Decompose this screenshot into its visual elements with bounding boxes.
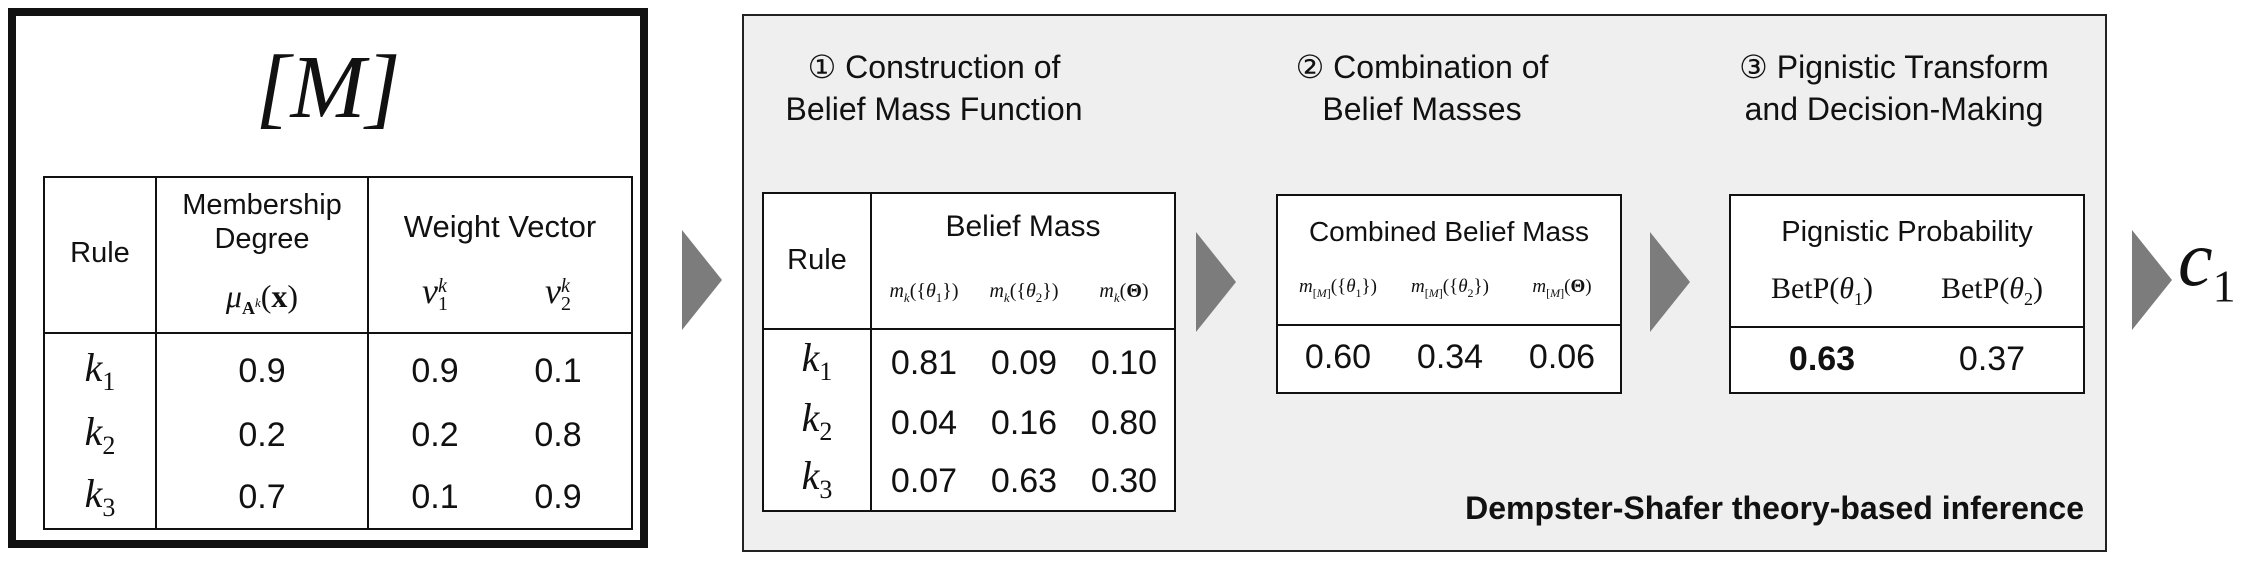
combined-mass-value: 0.34 [1416,338,1484,376]
stage2-title: ② Combination of Belief Masses [1252,46,1592,130]
header-combined-belief-mass: Combined Belief Mass [1308,216,1590,247]
header-mM-theta2: m[M]({θ2}) [1411,276,1489,300]
stage1-title-line1: ① Construction of [807,49,1061,85]
header-m-theta2: mk({θ2}) [989,280,1059,305]
rule-label: k3 [801,453,833,504]
header-membership-line2: Degree [214,223,310,255]
header-m-Theta: mk(Θ) [1099,280,1149,305]
header-membership-line1: Membership [182,189,342,221]
mass-value: 0.16 [990,404,1058,442]
membership-value: 0.7 [238,478,286,516]
betp-value: 0.37 [1958,340,2026,378]
betp-value-max: 0.63 [1788,340,1856,378]
combined-mass-value: 0.06 [1528,338,1596,376]
table-divider [1278,324,1620,326]
table-divider [45,332,631,334]
stage2-title-line1: ② Combination of [1295,49,1549,85]
rule-label: k3 [84,471,116,522]
rule-label: k2 [801,395,833,446]
membership-value: 0.2 [238,416,286,454]
rule-label: k1 [84,345,116,396]
ds-footer-label: Dempster-Shafer theory-based inference [1465,490,2084,526]
stage3-title-line1: ③ Pignistic Transform [1739,49,2049,85]
mass-value: 0.04 [890,404,958,442]
table-divider [155,178,157,528]
mass-value: 0.10 [1090,344,1158,382]
belief-mass-table: Rule Belief Mass mk({θ1}) mk({θ2}) mk(Θ)… [762,192,1176,512]
stage2-title-line2: Belief Masses [1322,91,1522,127]
header-membership-symbol: μAk(x) [225,278,299,319]
table-divider [764,328,1174,330]
membership-value: 0.9 [238,352,286,390]
table-divider [870,194,872,510]
header-mM-Theta: m[M](Θ) [1532,276,1592,300]
flow-arrow-icon [2132,230,2172,330]
stage1-title-line2: Belief Mass Function [785,91,1083,127]
header-pignistic-probability: Pignistic Probability [1781,216,2033,248]
weight-v2-value: 0.1 [534,352,582,390]
stage3-title-line2: and Decision-Making [1744,91,2044,127]
header-betp-theta2: BetP(θ2) [1940,272,2044,309]
combined-mass-value: 0.60 [1304,338,1372,376]
weight-v2-value: 0.9 [534,478,582,516]
model-title: [M] [255,38,401,137]
weight-v1-value: 0.9 [411,352,459,390]
weight-v2-value: 0.8 [534,416,582,454]
model-box: [M] Rule Membership Degree μAk(x) Weight… [8,8,648,548]
mass-value: 0.30 [1090,462,1158,500]
weight-v1-value: 0.2 [411,416,459,454]
header-rule: Rule [70,237,130,269]
combined-mass-table: Combined Belief Mass m[M]({θ1}) m[M]({θ2… [1276,194,1622,394]
pignistic-table: Pignistic Probability BetP(θ1) BetP(θ2) … [1729,194,2085,394]
ds-inference-box: ① Construction of Belief Mass Function ②… [742,14,2107,552]
table-divider [367,178,369,528]
mass-value: 0.09 [990,344,1058,382]
header-rule: Rule [787,244,847,276]
flow-arrow-icon [1650,232,1690,332]
stage3-title: ③ Pignistic Transform and Decision-Makin… [1704,46,2084,130]
flow-arrow-icon [1196,232,1236,332]
rule-label: k2 [84,409,116,460]
rule-label: k1 [801,335,833,386]
flow-arrow-icon [682,230,722,330]
header-betp-theta1: BetP(θ1) [1770,272,1874,309]
header-m-theta1: mk({θ1}) [889,280,959,305]
header-belief-mass: Belief Mass [945,210,1101,243]
rule-table: Rule Membership Degree μAk(x) Weight Vec… [43,176,633,530]
output-class: c1 [2178,215,2236,312]
table-divider [1731,326,2083,328]
mass-value: 0.07 [890,462,958,500]
header-weight-vector: Weight Vector [403,209,597,244]
mass-value: 0.81 [890,344,958,382]
header-mM-theta1: m[M]({θ1}) [1299,276,1377,300]
mass-value: 0.63 [990,462,1058,500]
stage1-title: ① Construction of Belief Mass Function [764,46,1104,130]
weight-v1-value: 0.1 [411,478,459,516]
mass-value: 0.80 [1090,404,1158,442]
